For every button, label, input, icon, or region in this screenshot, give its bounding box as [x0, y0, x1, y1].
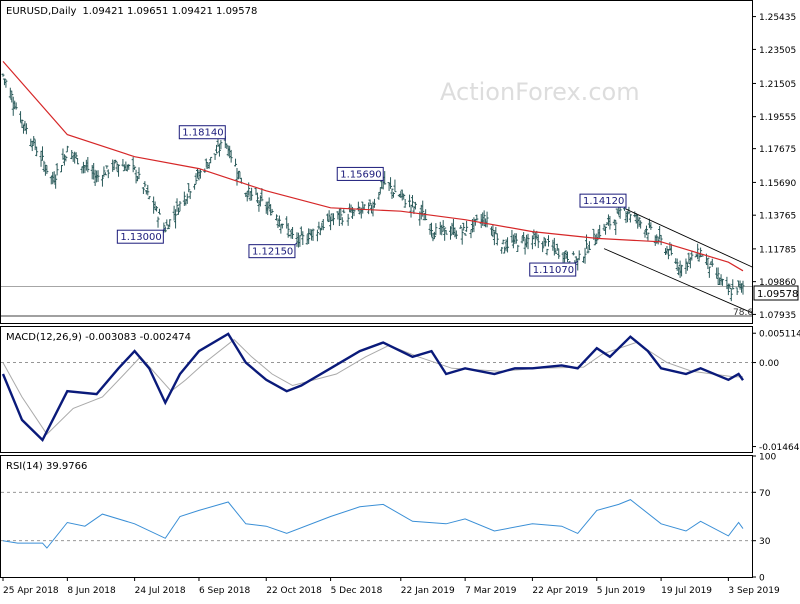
- date-tick-label: 5 Jun 2019: [597, 586, 646, 596]
- date-tick-label: 22 Jan 2019: [401, 586, 455, 596]
- symbol-timeframe: EURUSD,Daily: [6, 6, 77, 17]
- date-tick-label: 22 Apr 2019: [532, 586, 588, 596]
- symbol-label: EURUSD,Daily 1.09421 1.09651 1.09421 1.09…: [6, 6, 257, 17]
- price-panel-frame: [1, 1, 753, 324]
- callout-label: 1.11070: [533, 265, 574, 276]
- macd-title: MACD(12,26,9) -0.003083 -0.002474: [6, 332, 191, 343]
- rsi-y-tick-label: 0: [759, 574, 765, 584]
- callout: 1.11070: [530, 261, 578, 276]
- rsi-panel: 100 70 30 0 RSI(14) 39.9766: [1, 453, 777, 584]
- date-tick-label: 25 Apr 2018: [3, 586, 59, 596]
- callout-label: 1.18140: [182, 128, 223, 139]
- price-y-tick-label: 1.15690: [759, 179, 796, 189]
- watermark: ActionForex.com: [440, 78, 640, 106]
- callout: 1.15690: [337, 167, 383, 182]
- rsi-y-tick-label: 30: [759, 537, 771, 547]
- rsi-title: RSI(14) 39.9766: [6, 461, 87, 472]
- price-y-tick-label: 1.17675: [759, 145, 796, 155]
- rsi-y-tick-label: 100: [759, 453, 776, 463]
- price-y-tick-label: 1.25435: [759, 13, 796, 23]
- date-tick-label: 24 Jul 2018: [135, 586, 186, 596]
- fib-level-label: 78.6: [733, 308, 753, 318]
- callout-label: 1.13000: [120, 232, 161, 243]
- callout: 1.12150: [249, 243, 297, 258]
- date-tick-label: 5 Dec 2018: [331, 586, 383, 596]
- date-tick-label: 6 Sep 2018: [199, 586, 251, 596]
- callout: 1.14120: [580, 194, 626, 209]
- callout-label: 1.14120: [583, 196, 624, 207]
- price-y-tick-label: 1.21505: [759, 80, 796, 90]
- date-tick-label: 19 Jul 2019: [661, 586, 712, 596]
- rsi-panel-frame: [1, 456, 753, 578]
- price-y-tick-label: 1.07935: [759, 311, 796, 321]
- rsi-y-tick-label: 70: [759, 489, 771, 499]
- date-tick-label: 3 Sep 2019: [728, 586, 780, 596]
- date-tick-label: 7 Mar 2019: [465, 586, 517, 596]
- callout-label: 1.12150: [252, 247, 293, 258]
- callout: 1.13000: [117, 228, 165, 243]
- price-y-tick-label: 1.13765: [759, 212, 796, 222]
- callout-label: 1.15690: [340, 169, 381, 180]
- callout: 1.18140: [179, 126, 225, 141]
- current-price-label: 1.09578: [757, 289, 798, 300]
- date-tick-label: 22 Oct 2018: [266, 586, 322, 596]
- price-panel: ActionForex.com 1.25435 1.23505 1.21505 1.1…: [1, 1, 799, 324]
- macd-y-tick-label: 0.005114: [759, 330, 800, 340]
- macd-y-tick-label: 0.00: [759, 359, 779, 369]
- price-y-tick-label: 1.11785: [759, 245, 796, 255]
- price-y-tick-label: 1.19555: [759, 113, 796, 123]
- date-tick-label: 8 Jun 2018: [67, 586, 116, 596]
- ohlc-values: 1.09421 1.09651 1.09421 1.09578: [82, 6, 257, 17]
- current-price-marker: 1.09578: [754, 286, 798, 300]
- price-y-tick-label: 1.23505: [759, 46, 796, 56]
